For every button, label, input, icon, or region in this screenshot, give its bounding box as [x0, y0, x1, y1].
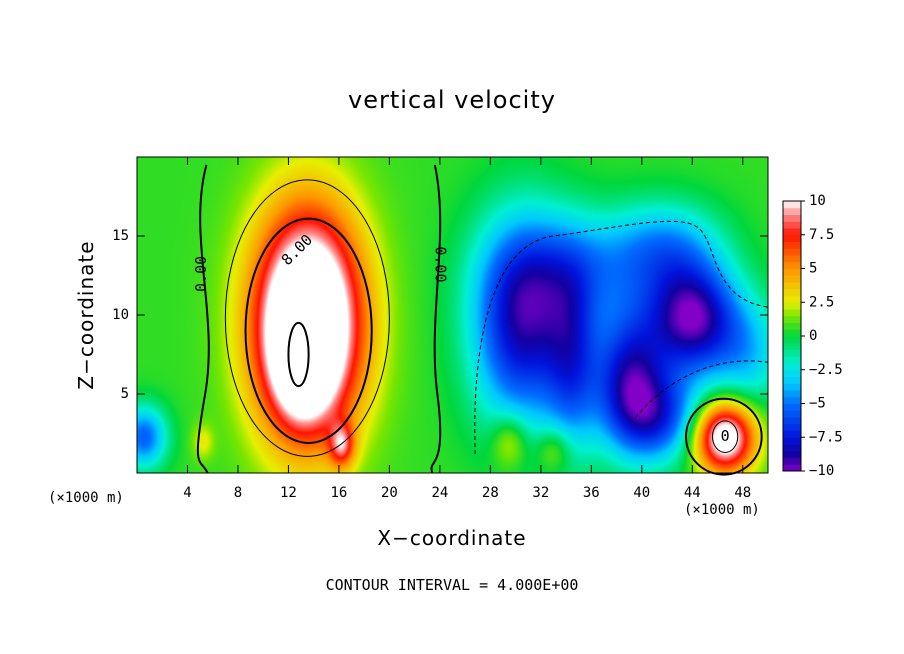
colorbar-segment: [783, 356, 801, 364]
colorbar-segment: [783, 369, 801, 377]
colorbar-segment: [783, 241, 801, 249]
colorbar-segment: [783, 410, 801, 418]
colorbar-tick-label-8: −10: [809, 463, 834, 479]
colorbar-segment: [783, 268, 801, 276]
colorbar-segment: [783, 450, 801, 458]
colorbar-segment: [783, 234, 801, 242]
contour-line-4: [224, 179, 390, 457]
colorbar-segment: [783, 336, 801, 344]
contour-label-3: 0: [721, 427, 730, 445]
colorbar-segment: [783, 396, 801, 404]
y-tick-label-5: 5: [121, 386, 129, 402]
x-tick-label-20: 20: [381, 485, 398, 501]
contour-line-inner: [287, 321, 310, 388]
y-axis-label: Z−coordinate: [74, 240, 98, 390]
x-tick-label-36: 36: [583, 485, 600, 501]
contour-label-0: 0.00: [192, 256, 210, 292]
colorbar-segment: [783, 342, 801, 350]
colorbar-segment: [783, 376, 801, 384]
colorbar-tick-label-5: −2.5: [809, 362, 843, 378]
colorbar-segment: [783, 282, 801, 290]
colorbar-segment: [783, 295, 801, 303]
colorbar-segment: [783, 430, 801, 438]
x-tick-label-24: 24: [431, 485, 448, 501]
contour-label-2: 0.00: [431, 246, 449, 282]
colorbar-segment: [783, 309, 801, 317]
colorbar-segment: [783, 349, 801, 357]
colorbar-segment: [783, 444, 801, 452]
x-tick-label-40: 40: [633, 485, 650, 501]
colorbar-segment: [783, 221, 801, 229]
colorbar-segment: [783, 322, 801, 330]
colorbar-segment: [783, 464, 801, 472]
colorbar-tick-label-0: 10: [809, 193, 826, 209]
colorbar-segment: [783, 417, 801, 425]
colorbar-segment: [783, 315, 801, 323]
chart-title: vertical velocity: [348, 86, 556, 114]
x-tick-label-28: 28: [482, 485, 499, 501]
colorbar-segment: [783, 228, 801, 236]
colorbar-segment: [783, 214, 801, 222]
x-tick-label-8: 8: [234, 485, 242, 501]
contour-line-negative: [474, 220, 769, 455]
colorbar-segment: [783, 423, 801, 431]
x-tick-label-48: 48: [734, 485, 751, 501]
velocity-field: [137, 157, 768, 473]
contour-line-right-warm: [684, 397, 763, 476]
x-unit-label-left: (×1000 m): [48, 490, 124, 506]
colorbar-segment: [783, 288, 801, 296]
colorbar-segment: [783, 207, 801, 215]
colorbar-segment: [783, 275, 801, 283]
y-tick-label-15: 15: [112, 228, 129, 244]
colorbar-segment: [783, 403, 801, 411]
x-tick-label-12: 12: [280, 485, 297, 501]
x-unit-label-right: (×1000 m): [684, 502, 760, 518]
colorbar-tick-label-4: 0: [809, 328, 817, 344]
colorbar-tick-label-2: 5: [809, 261, 817, 277]
contour-line-8: [244, 217, 373, 444]
colorbar-segment: [783, 302, 801, 310]
colorbar-segment: [783, 390, 801, 398]
colorbar-segment: [783, 201, 801, 209]
x-tick-label-4: 4: [183, 485, 191, 501]
x-tick-label-32: 32: [532, 485, 549, 501]
contour-interval-note: CONTOUR INTERVAL = 4.000E+00: [325, 576, 579, 594]
colorbar-segment: [783, 261, 801, 269]
colorbar-tick-label-1: 7.5: [809, 227, 834, 243]
contour-line-zero-right: [430, 164, 442, 474]
colorbar-segment: [783, 329, 801, 337]
colorbar-segment: [783, 255, 801, 263]
colorbar-tick-label-7: −7.5: [809, 429, 843, 445]
colorbar-segment: [783, 248, 801, 256]
colorbar-tick-label-3: 2.5: [809, 294, 834, 310]
contour-line-right-inner: [711, 420, 739, 453]
contour-line-negative-low: [635, 360, 769, 419]
colorbar-tick-label-6: −5: [809, 396, 826, 412]
y-tick-label-10: 10: [112, 307, 129, 323]
x-tick-label-16: 16: [330, 485, 347, 501]
x-tick-label-44: 44: [684, 485, 701, 501]
colorbar-segment: [783, 457, 801, 465]
colorbar-segment: [783, 437, 801, 445]
contour-line-zero-left: [196, 164, 210, 474]
x-axis-label: X−coordinate: [377, 526, 527, 550]
colorbar-segment: [783, 363, 801, 371]
colorbar-segment: [783, 383, 801, 391]
